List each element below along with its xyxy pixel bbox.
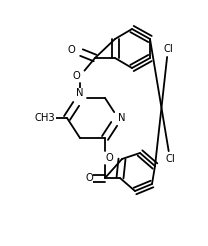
Text: N: N	[118, 113, 125, 123]
Text: O: O	[85, 173, 93, 183]
Text: O: O	[105, 153, 113, 163]
Text: O: O	[67, 45, 75, 55]
Text: CH3: CH3	[35, 113, 55, 123]
Text: Cl: Cl	[163, 44, 173, 54]
Text: O: O	[72, 71, 80, 81]
Text: Cl: Cl	[165, 154, 175, 164]
Text: N: N	[76, 88, 84, 98]
